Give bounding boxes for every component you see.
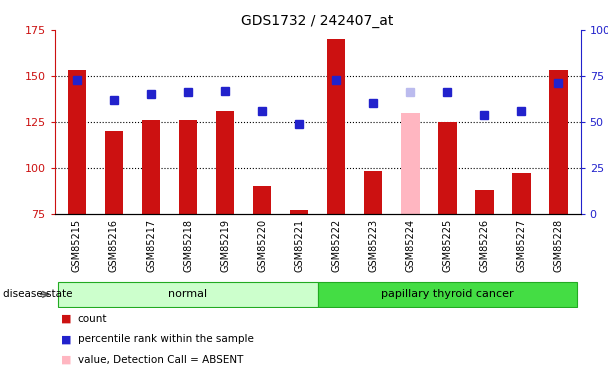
Text: percentile rank within the sample: percentile rank within the sample	[78, 334, 254, 344]
Bar	[364, 171, 382, 214]
Bar	[549, 70, 568, 214]
Text: GSM85220: GSM85220	[257, 219, 267, 272]
Text: GSM85217: GSM85217	[146, 219, 156, 272]
Bar	[317, 282, 577, 307]
Bar	[512, 173, 531, 214]
Bar	[142, 120, 161, 214]
Text: normal: normal	[168, 290, 207, 299]
Bar	[290, 210, 308, 214]
Bar	[105, 131, 123, 214]
Title: GDS1732 / 242407_at: GDS1732 / 242407_at	[241, 13, 394, 28]
Bar	[58, 282, 317, 307]
Text: GSM85219: GSM85219	[220, 219, 230, 272]
Text: count: count	[78, 314, 108, 324]
Text: disease state: disease state	[3, 290, 72, 299]
Text: value, Detection Call = ABSENT: value, Detection Call = ABSENT	[78, 355, 243, 365]
Text: GSM85226: GSM85226	[479, 219, 489, 272]
Bar	[216, 111, 234, 214]
Text: GSM85215: GSM85215	[72, 219, 82, 272]
Bar	[67, 70, 86, 214]
Text: GSM85224: GSM85224	[406, 219, 415, 272]
Bar	[179, 120, 198, 214]
Text: ■: ■	[61, 314, 71, 324]
Bar	[401, 112, 420, 214]
Text: ■: ■	[61, 334, 71, 344]
Text: GSM85225: GSM85225	[442, 219, 452, 272]
Bar	[327, 39, 345, 214]
Bar	[475, 190, 494, 214]
Text: GSM85222: GSM85222	[331, 219, 341, 272]
Text: papillary thyroid cancer: papillary thyroid cancer	[381, 290, 514, 299]
Bar	[253, 186, 271, 214]
Bar	[438, 122, 457, 214]
Text: GSM85216: GSM85216	[109, 219, 119, 272]
Text: ■: ■	[61, 355, 71, 365]
Text: GSM85228: GSM85228	[553, 219, 564, 272]
Text: GSM85221: GSM85221	[294, 219, 304, 272]
Text: GSM85223: GSM85223	[368, 219, 378, 272]
Text: GSM85227: GSM85227	[516, 219, 527, 272]
Text: GSM85218: GSM85218	[183, 219, 193, 272]
